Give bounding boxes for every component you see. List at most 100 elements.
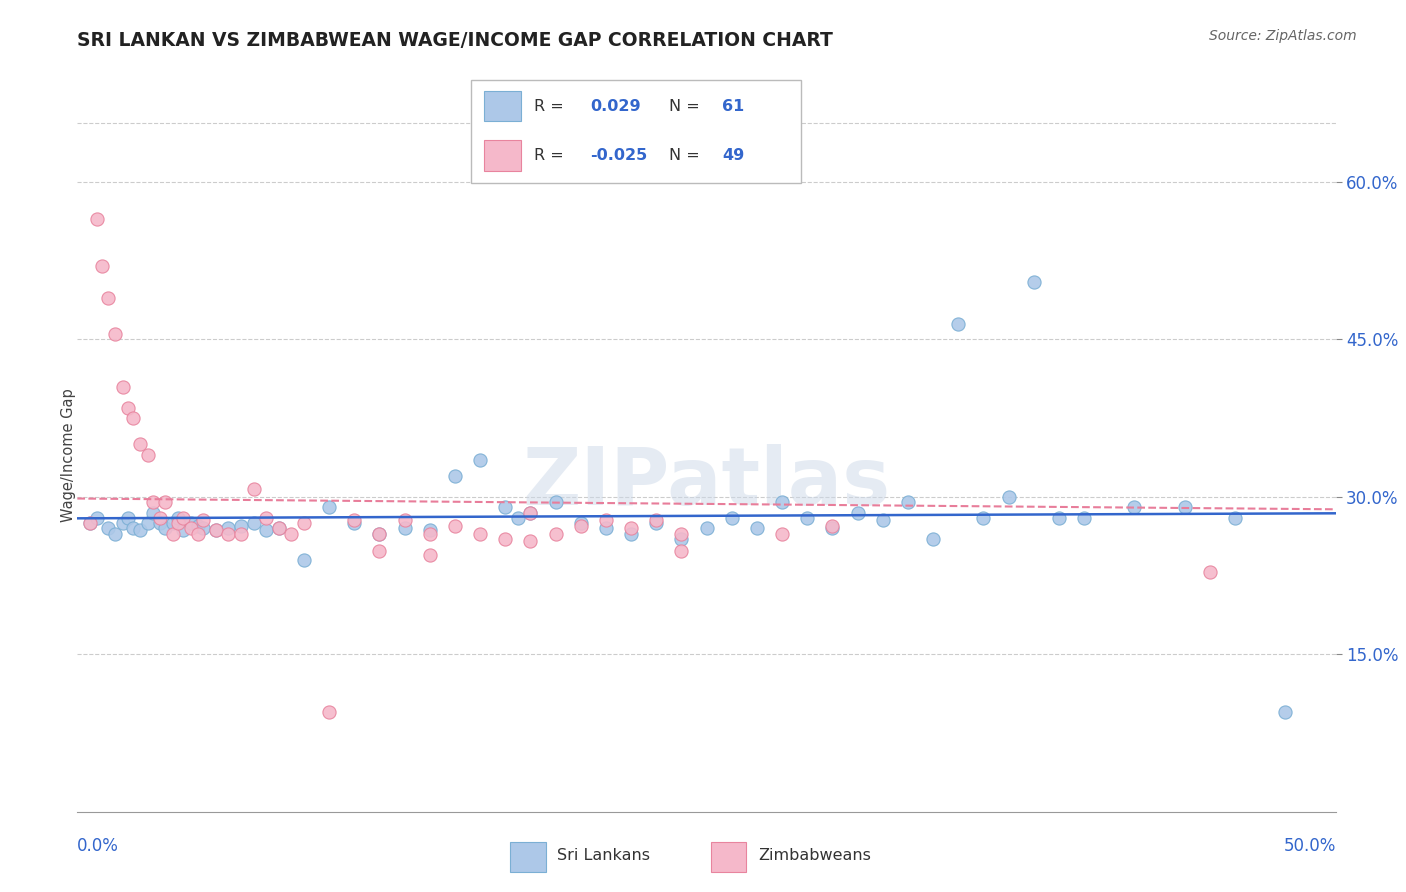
Point [167,516,190,530]
FancyBboxPatch shape [711,841,747,871]
Point [368,544,391,558]
Point [142,506,165,520]
Point [519,506,541,520]
Point [394,513,416,527]
Point [254,524,277,538]
Point [595,513,617,527]
Point [86,511,108,525]
Y-axis label: Wage/Income Gap: Wage/Income Gap [62,388,76,522]
Point [142,495,165,509]
Point [104,327,127,342]
Point [997,490,1019,504]
Text: Source: ZipAtlas.com: Source: ZipAtlas.com [1209,29,1357,43]
Point [229,526,252,541]
Point [155,521,177,535]
Point [254,511,277,525]
Point [229,519,252,533]
Point [821,519,844,533]
Point [180,516,202,530]
Point [770,495,793,509]
Point [343,516,366,530]
Point [544,526,567,541]
Point [91,259,114,273]
Point [149,511,172,525]
Point [149,516,172,530]
Point [595,521,617,535]
Text: N =: N = [669,99,700,114]
Point [394,521,416,535]
Text: 49: 49 [723,148,744,162]
Text: ZIPatlas: ZIPatlas [523,444,890,523]
Point [1047,511,1070,525]
Point [180,521,202,535]
Point [1223,511,1246,525]
Point [104,526,127,541]
Point [111,380,134,394]
Point [96,291,118,305]
Point [368,526,391,541]
Text: SRI LANKAN VS ZIMBABWEAN WAGE/INCOME GAP CORRELATION CHART: SRI LANKAN VS ZIMBABWEAN WAGE/INCOME GAP… [77,31,834,50]
Point [204,524,226,538]
Text: R =: R = [534,99,564,114]
Point [620,526,643,541]
Point [111,516,134,530]
Point [136,448,159,462]
Point [86,211,108,226]
Point [155,495,177,509]
FancyBboxPatch shape [510,841,546,871]
Point [121,521,143,535]
Text: -0.025: -0.025 [591,148,647,162]
Text: R =: R = [534,148,564,162]
Point [1198,566,1220,580]
Point [519,533,541,548]
Point [129,437,152,451]
Text: 0.0%: 0.0% [77,837,120,855]
Point [136,516,159,530]
Text: Sri Lankans: Sri Lankans [557,848,651,863]
Point [172,524,194,538]
Point [569,516,592,530]
Point [671,526,693,541]
Point [217,521,239,535]
Point [846,506,869,520]
Point [419,526,441,541]
Point [519,506,541,520]
Point [468,453,491,467]
Point [191,521,215,535]
Point [544,495,567,509]
Point [494,532,516,546]
Point [162,526,184,541]
FancyBboxPatch shape [484,91,520,121]
Point [720,511,742,525]
Point [280,526,302,541]
Point [444,469,467,483]
Point [267,521,290,535]
Text: N =: N = [669,148,700,162]
Point [922,532,945,546]
Point [444,519,467,533]
Point [821,521,844,535]
Point [506,511,529,525]
Point [745,521,768,535]
Point [242,482,264,496]
Point [117,511,139,525]
Point [671,532,693,546]
FancyBboxPatch shape [471,80,801,183]
Point [1174,500,1197,515]
Point [318,705,340,719]
Point [187,519,209,533]
Point [79,516,101,530]
Point [1274,705,1296,719]
Point [167,511,190,525]
Point [292,553,315,567]
Point [1073,511,1095,525]
FancyBboxPatch shape [484,140,520,170]
Point [204,524,226,538]
Point [318,500,340,515]
Point [419,524,441,538]
Point [948,317,970,331]
Point [96,521,118,535]
Point [796,511,818,525]
Point [162,516,184,530]
Point [117,401,139,415]
